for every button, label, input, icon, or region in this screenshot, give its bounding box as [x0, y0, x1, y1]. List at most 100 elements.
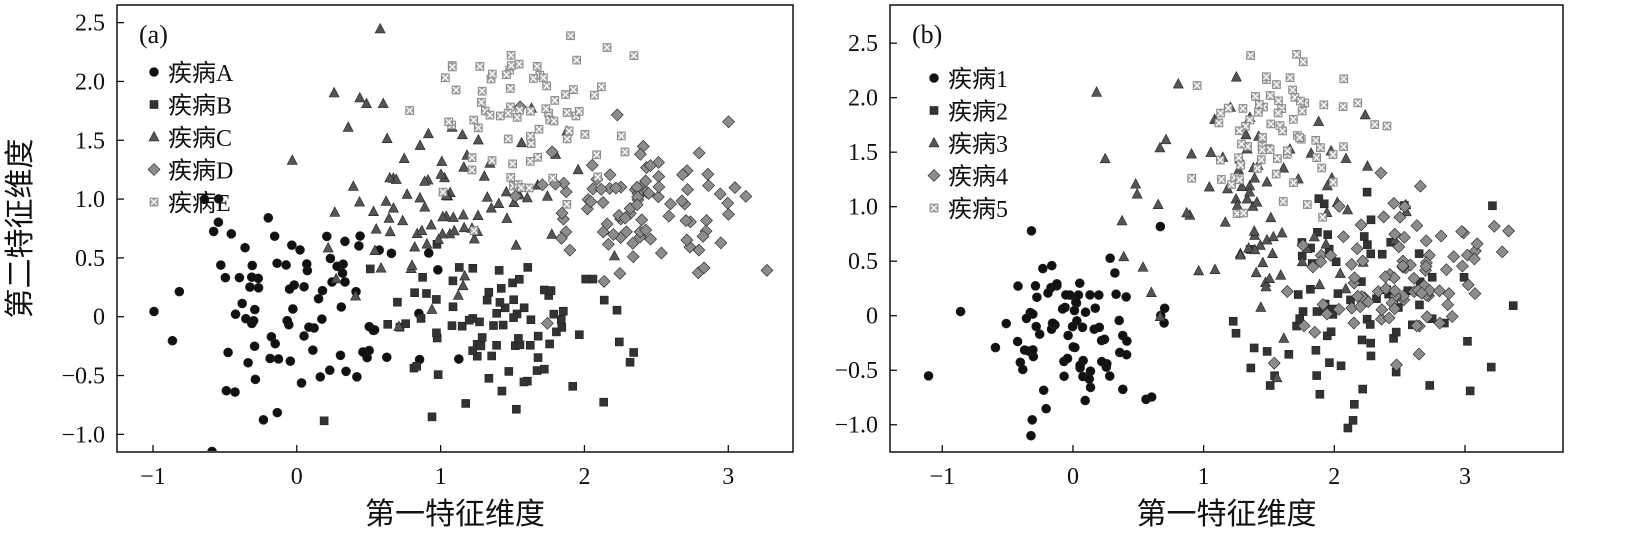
data-point: [500, 185, 512, 197]
data-point: [1130, 178, 1142, 189]
data-point: [1434, 229, 1448, 243]
data-point: [516, 136, 528, 148]
data-point: [548, 173, 558, 183]
legend-entry-label: 疾病C: [168, 125, 232, 152]
data-point: [1280, 285, 1294, 298]
data-point: [519, 377, 529, 387]
data-point: [1048, 318, 1059, 329]
data-point: [273, 354, 284, 364]
data-point: [1339, 142, 1348, 152]
data-point: [1122, 336, 1132, 346]
data-point: [1255, 301, 1267, 312]
data-point: [485, 202, 497, 213]
data-point: [597, 274, 611, 288]
data-point: [474, 123, 483, 133]
data-point: [676, 168, 689, 182]
data-point: [284, 284, 295, 294]
data-point: [444, 117, 454, 127]
data-point: [1465, 386, 1475, 396]
data-point: [1266, 119, 1276, 129]
data-point: [472, 209, 484, 220]
data-point: [377, 97, 389, 108]
data-point: [514, 59, 524, 69]
data-point: [714, 236, 728, 250]
legend-entry-label: 疾病E: [168, 190, 231, 217]
data-point: [484, 287, 494, 297]
data-point: [1366, 338, 1375, 348]
data-point: [556, 315, 566, 325]
data-point: [1328, 150, 1338, 159]
data-point: [258, 415, 269, 425]
data-point: [1412, 347, 1426, 361]
data-point: [625, 357, 635, 367]
data-point: [414, 139, 426, 150]
data-point: [542, 81, 551, 91]
data-point: [1071, 297, 1081, 307]
data-point: [509, 295, 519, 305]
data-point: [1113, 458, 1122, 467]
data-point: [1243, 242, 1255, 253]
data-point: [475, 62, 485, 71]
data-point: [497, 386, 507, 396]
data-point: [247, 260, 258, 271]
data-point: [367, 205, 379, 216]
data-point: [1288, 114, 1298, 124]
data-point: [1332, 302, 1346, 316]
data-point: [1121, 349, 1132, 360]
data-point: [1455, 225, 1469, 238]
data-point: [1337, 230, 1350, 244]
data-point: [1146, 392, 1157, 402]
legend-marker: [929, 106, 939, 115]
data-point: [1314, 255, 1328, 269]
data-point: [324, 365, 335, 376]
panel-label: (a): [139, 20, 168, 49]
data-point: [588, 274, 598, 284]
data-point: [419, 201, 431, 212]
data-point: [652, 180, 666, 194]
data-point: [335, 350, 346, 361]
data-point: [1312, 153, 1322, 163]
data-point: [1445, 310, 1459, 323]
data-point: [167, 335, 178, 346]
data-point: [1105, 253, 1115, 264]
data-point: [500, 303, 510, 313]
data-point: [1215, 155, 1225, 165]
data-point: [629, 51, 639, 60]
data-point: [1043, 288, 1053, 298]
data-point: [1267, 230, 1279, 242]
x-tick-label: 2: [578, 464, 590, 490]
data-point: [352, 372, 362, 382]
data-point: [1348, 271, 1361, 285]
data-point: [380, 195, 392, 206]
data-point: [1273, 154, 1282, 163]
data-point: [230, 309, 241, 320]
data-point: [603, 168, 617, 182]
data-point: [436, 227, 448, 239]
data-point: [1094, 322, 1105, 333]
data-point: [524, 183, 534, 193]
data-point: [448, 276, 458, 286]
data-point: [1239, 208, 1248, 218]
data-point: [1084, 374, 1095, 384]
data-point: [1375, 303, 1389, 317]
data-point: [1272, 80, 1281, 89]
data-point: [1293, 290, 1303, 299]
data-point: [467, 153, 477, 162]
data-point: [1353, 98, 1363, 108]
data-point: [1278, 126, 1287, 136]
x-tick-label: −1: [140, 464, 166, 490]
data-point: [620, 225, 633, 239]
data-point: [1326, 327, 1336, 337]
data-point: [534, 124, 544, 134]
panel-label: (b): [912, 20, 942, 49]
data-point: [207, 446, 217, 451]
data-point: [427, 412, 437, 422]
x-tick-label: 3: [722, 464, 734, 490]
data-point: [1027, 415, 1038, 425]
data-point: [526, 131, 535, 141]
data-point: [1192, 81, 1202, 90]
data-point: [1317, 163, 1326, 173]
data-point: [1311, 135, 1321, 145]
data-point: [1238, 104, 1248, 113]
data-point: [1487, 219, 1501, 233]
